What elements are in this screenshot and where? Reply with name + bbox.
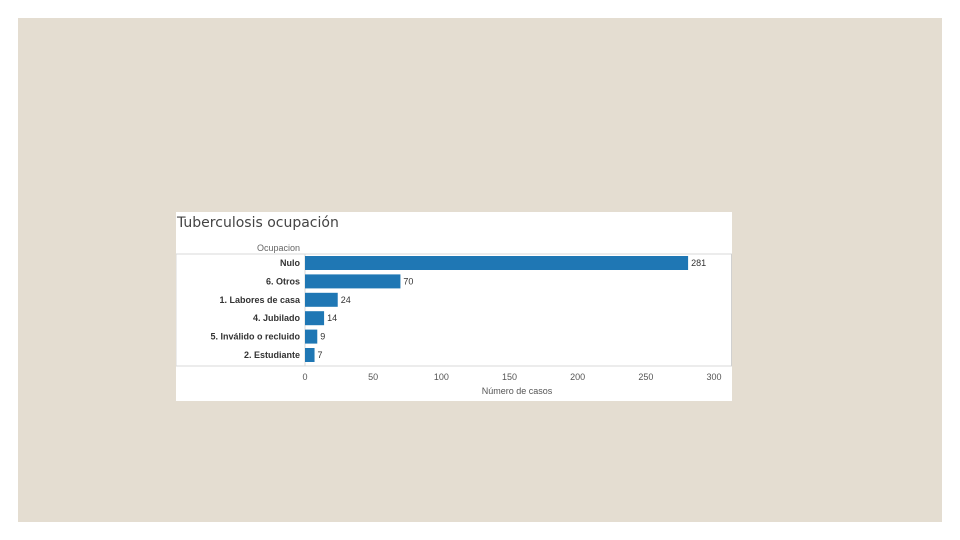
- category-label-5-invalido-o-recluido: 5. Inválido o recluido: [210, 332, 300, 342]
- x-tick-label-100: 100: [434, 372, 449, 382]
- bar-4-jubilado: [305, 311, 325, 326]
- data-label-2-estudiante: 7: [318, 350, 323, 360]
- x-tick-label-300: 300: [706, 372, 721, 382]
- category-label-4-jubilado: 4. Jubilado: [253, 313, 301, 323]
- chart-card: Ocupacion Nulo 281 6. Otros 70 1. Labores de…: [176, 212, 732, 401]
- chart-title: Tuberculosis ocupación: [177, 215, 339, 231]
- x-tick-label-0: 0: [302, 372, 307, 382]
- x-tick-label-150: 150: [502, 372, 517, 382]
- category-label-nulo: Nulo: [280, 258, 300, 268]
- category-label-6-otros: 6. Otros: [266, 276, 300, 286]
- row-header-label: Ocupacion: [257, 243, 300, 253]
- data-label-5-invalido-o-recluido: 9: [320, 332, 325, 342]
- bar-2-estudiante: [305, 348, 315, 362]
- bar-5-invalido-o-recluido: [305, 329, 318, 344]
- data-label-6-otros: 70: [403, 276, 413, 286]
- data-label-nulo: 281: [691, 258, 706, 268]
- category-label-2-estudiante: 2. Estudiante: [244, 350, 300, 360]
- bar-nulo: [305, 256, 689, 270]
- category-label-1-labores-de-casa: 1. Labores de casa: [219, 295, 301, 305]
- x-tick-label-250: 250: [638, 372, 653, 382]
- data-label-4-jubilado: 14: [327, 313, 337, 323]
- bar-6-otros: [305, 274, 401, 289]
- x-axis-label: Número de casos: [482, 386, 553, 396]
- x-tick-label-200: 200: [570, 372, 585, 382]
- x-tick-label-50: 50: [368, 372, 378, 382]
- bar-1-labores-de-casa: [305, 292, 338, 307]
- data-label-1-labores-de-casa: 24: [341, 295, 351, 305]
